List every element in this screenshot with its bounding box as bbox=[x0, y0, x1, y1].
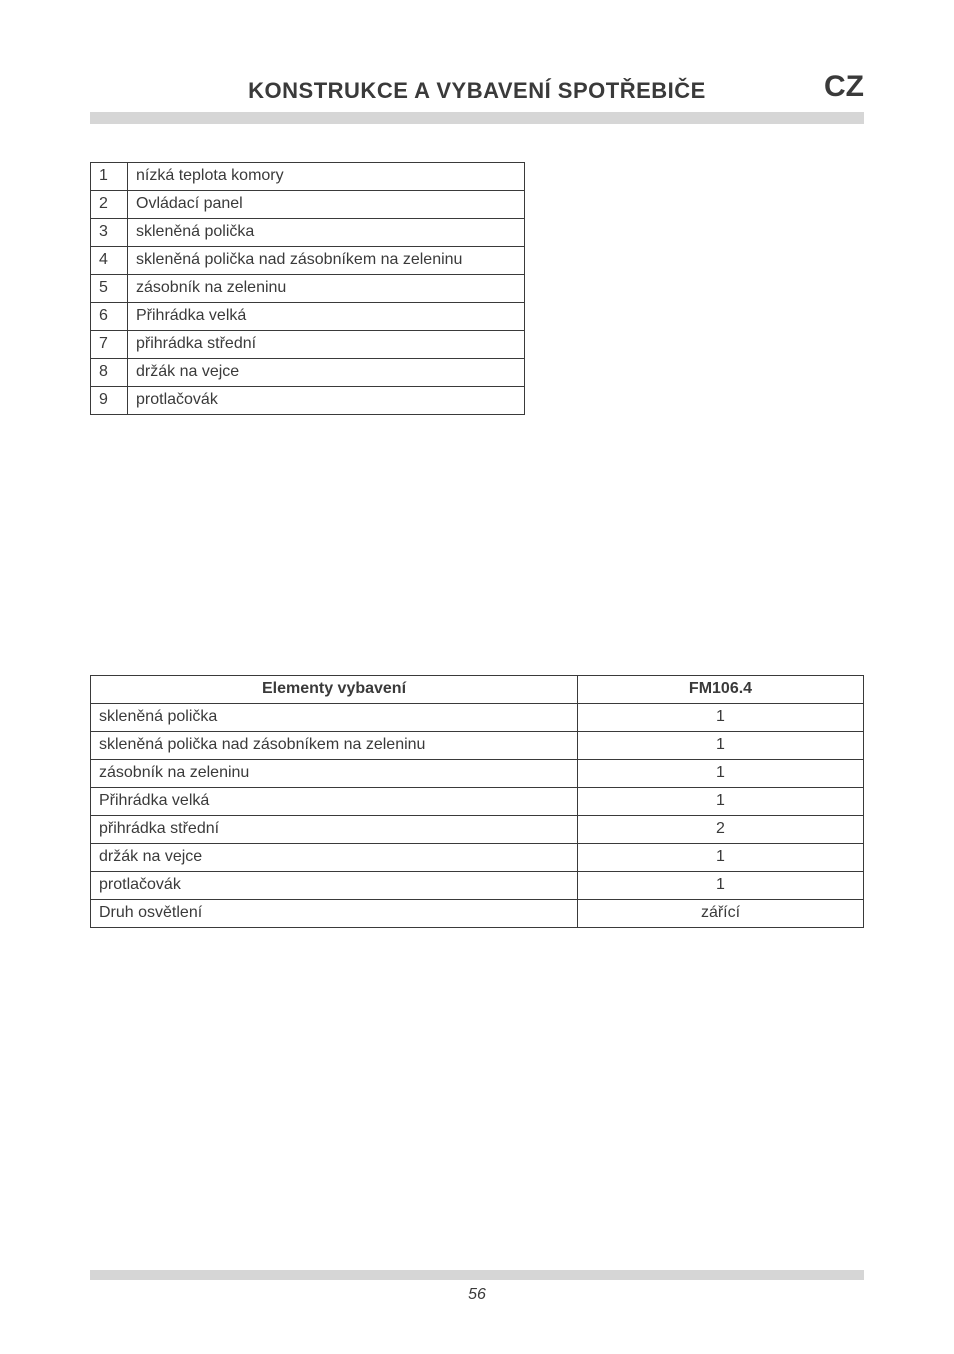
cell-label: nízká teplota komory bbox=[128, 163, 525, 191]
cell-label: držák na vejce bbox=[128, 359, 525, 387]
cell-value: 1 bbox=[578, 788, 864, 816]
table-row: 8držák na vejce bbox=[91, 359, 525, 387]
cell-element: skleněná polička nad zásobníkem na zelen… bbox=[91, 732, 578, 760]
cell-element: zásobník na zeleninu bbox=[91, 760, 578, 788]
table-row: přihrádka střední2 bbox=[91, 816, 864, 844]
table-row: 2Ovládací panel bbox=[91, 191, 525, 219]
table-row: 9protlačovák bbox=[91, 387, 525, 415]
cell-value: 2 bbox=[578, 816, 864, 844]
cell-value: 1 bbox=[578, 760, 864, 788]
cell-number: 9 bbox=[91, 387, 128, 415]
header-cell-elements: Elementy vybavení bbox=[91, 676, 578, 704]
table-row: Přihrádka velká1 bbox=[91, 788, 864, 816]
footer-divider bbox=[90, 1270, 864, 1280]
cell-element: Přihrádka velká bbox=[91, 788, 578, 816]
page-number: 56 bbox=[90, 1286, 864, 1304]
cell-label: přihrádka střední bbox=[128, 331, 525, 359]
cell-number: 7 bbox=[91, 331, 128, 359]
table-row: skleněná polička nad zásobníkem na zelen… bbox=[91, 732, 864, 760]
language-code: CZ bbox=[804, 70, 864, 104]
cell-element: přihrádka střední bbox=[91, 816, 578, 844]
cell-number: 4 bbox=[91, 247, 128, 275]
cell-number: 1 bbox=[91, 163, 128, 191]
cell-element: držák na vejce bbox=[91, 844, 578, 872]
table-row: skleněná polička1 bbox=[91, 704, 864, 732]
table-row: Druh osvětlenízářící bbox=[91, 900, 864, 928]
cell-number: 6 bbox=[91, 303, 128, 331]
table-row: 3skleněná polička bbox=[91, 219, 525, 247]
cell-label: skleněná polička bbox=[128, 219, 525, 247]
table-row: 4skleněná polička nad zásobníkem na zele… bbox=[91, 247, 525, 275]
section-title: KONSTRUKCE A VYBAVENÍ SPOTŘEBIČE bbox=[150, 78, 804, 104]
cell-element: skleněná polička bbox=[91, 704, 578, 732]
cell-element: protlačovák bbox=[91, 872, 578, 900]
cell-value: 1 bbox=[578, 704, 864, 732]
equipment-elements-table: Elementy vybavení FM106.4 skleněná polič… bbox=[90, 675, 864, 928]
table-row: zásobník na zeleninu1 bbox=[91, 760, 864, 788]
cell-value: 1 bbox=[578, 844, 864, 872]
table-row: protlačovák1 bbox=[91, 872, 864, 900]
table-row: 1nízká teplota komory bbox=[91, 163, 525, 191]
cell-label: protlačovák bbox=[128, 387, 525, 415]
table-row: držák na vejce1 bbox=[91, 844, 864, 872]
cell-element: Druh osvětlení bbox=[91, 900, 578, 928]
cell-value: 1 bbox=[578, 732, 864, 760]
cell-number: 8 bbox=[91, 359, 128, 387]
cell-label: zásobník na zeleninu bbox=[128, 275, 525, 303]
cell-label: skleněná polička nad zásobníkem na zelen… bbox=[128, 247, 525, 275]
table-row: 5zásobník na zeleninu bbox=[91, 275, 525, 303]
cell-number: 2 bbox=[91, 191, 128, 219]
header-divider bbox=[90, 112, 864, 124]
cell-value: zářící bbox=[578, 900, 864, 928]
cell-label: Ovládací panel bbox=[128, 191, 525, 219]
cell-label: Přihrádka velká bbox=[128, 303, 525, 331]
parts-legend-table: 1nízká teplota komory 2Ovládací panel 3s… bbox=[90, 162, 525, 415]
header-cell-model: FM106.4 bbox=[578, 676, 864, 704]
cell-number: 5 bbox=[91, 275, 128, 303]
cell-number: 3 bbox=[91, 219, 128, 247]
cell-value: 1 bbox=[578, 872, 864, 900]
table-row: 7přihrádka střední bbox=[91, 331, 525, 359]
table-row: 6Přihrádka velká bbox=[91, 303, 525, 331]
